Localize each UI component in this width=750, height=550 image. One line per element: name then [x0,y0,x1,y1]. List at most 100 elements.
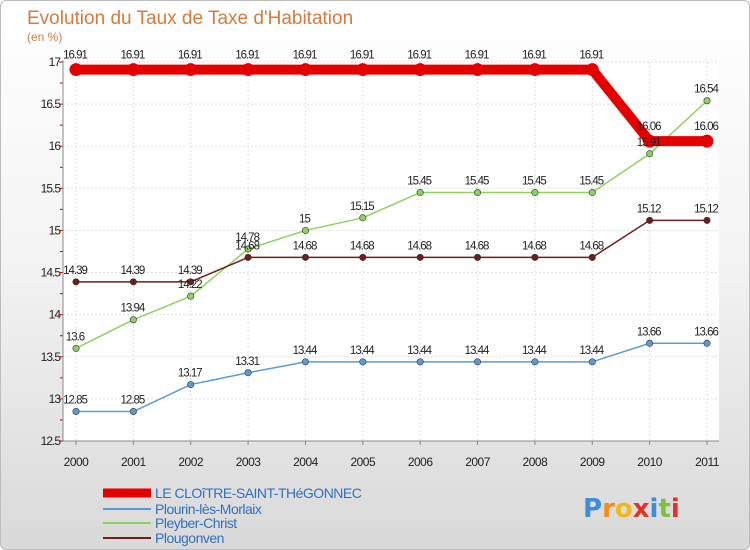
data-label: 15.45 [522,176,546,188]
data-label: 13.6 [66,331,85,343]
x-tick-label: 2003 [236,455,262,469]
brand-logo: Proxiti [583,494,680,524]
data-label: 16.91 [178,50,202,62]
data-label: 13.66 [637,326,661,338]
series-point [187,292,195,300]
x-tick-label: 2001 [121,455,147,469]
data-label: 16.91 [465,50,489,62]
series-point-main [471,63,485,77]
series-point [129,278,137,286]
data-label: 13.94 [120,303,145,315]
data-label: 15.45 [407,176,431,188]
data-label: 16.54 [694,84,719,96]
data-label: 16.91 [579,50,603,62]
y-tick-label: 13 [49,392,62,406]
y-unit-label: (en %) [27,30,62,44]
x-tick-label: 2004 [293,455,319,469]
data-label: 14.39 [178,265,202,277]
data-label: 14.68 [235,240,259,252]
series-point [187,278,195,286]
series-point [474,358,482,366]
series-point-main [184,63,198,77]
brand-letter: i [671,494,680,524]
series-line-main [71,64,712,147]
data-label: 16.91 [63,50,87,62]
series-point [301,253,309,261]
data-label: 16.91 [407,50,431,62]
series-point [244,369,252,377]
series-point [129,408,137,416]
data-label: 15.15 [350,201,374,213]
y-tick-label: 16 [49,139,62,153]
data-label: 14.39 [63,265,87,277]
series-point [703,97,711,105]
brand-letter: P [583,494,602,524]
brand-letter: i [650,494,659,524]
series-point [646,216,654,224]
series-point [646,339,654,347]
series-line [75,342,708,413]
y-tick-label: 15 [49,223,62,237]
series-point [72,408,80,416]
data-label: 13.66 [694,326,718,338]
series-point [416,189,424,197]
data-label: 16.91 [293,50,317,62]
legend-label: Pleyber-Christ [155,515,237,531]
series-point-main [700,134,714,148]
series-point [129,316,137,324]
data-label: 15.12 [637,203,661,215]
grid [63,61,719,442]
data-label: 13.44 [350,345,375,357]
data-label: 14.22 [178,279,202,291]
series-point [703,339,711,347]
series-point [531,189,539,197]
x-tick-label: 2008 [523,455,549,469]
data-label: 16.91 [522,50,546,62]
legend-label: Plougonven [155,530,224,546]
data-label: 16.91 [235,50,259,62]
series-point-main [356,63,370,77]
series-point [588,189,596,197]
x-tick-label: 2007 [465,455,491,469]
data-label: 14.68 [579,240,603,252]
series-point-main [528,63,542,77]
data-label: 14.68 [522,240,546,252]
series-point [244,253,252,261]
series-point [359,358,367,366]
series-point [416,253,424,261]
y-tick-label: 13.5 [41,350,62,364]
data-label: 14.68 [293,240,317,252]
series-point [703,216,711,224]
series-point-main [298,63,312,77]
data-label: 16.06 [637,121,661,133]
series-point [244,245,252,253]
series-point [474,189,482,197]
data-label: 12.85 [63,395,87,407]
series-point [646,150,654,158]
legend-label: Plourin-lès-Morlaix [155,501,262,517]
data-label: 14.68 [465,240,489,252]
series-point [72,278,80,286]
series-point [531,358,539,366]
data-label: 14.78 [235,232,259,244]
axes: 12.5 13 13.5 14 14.5 15 15.5 16 16.5 17 2000 2001 20… [41,55,721,469]
series-point-main [585,63,599,77]
series-point [359,253,367,261]
series-point [588,358,596,366]
x-tick-label: 2011 [695,455,720,469]
data-label: 16.91 [350,50,374,62]
data-label: 13.44 [465,345,490,357]
data-label: 15.12 [694,203,718,215]
chart-title: Evolution du Taux de Taxe d'Habitation [27,8,353,29]
series-point [531,253,539,261]
x-tick-label: 2000 [64,455,90,469]
series-point [474,253,482,261]
data-label: 14.68 [350,240,374,252]
x-tick-label: 2002 [178,455,204,469]
data-label: 14.68 [407,240,431,252]
data-label: 13.44 [522,345,547,357]
series-point [588,253,596,261]
series-point [187,381,195,389]
brand-letter: o [615,494,633,524]
